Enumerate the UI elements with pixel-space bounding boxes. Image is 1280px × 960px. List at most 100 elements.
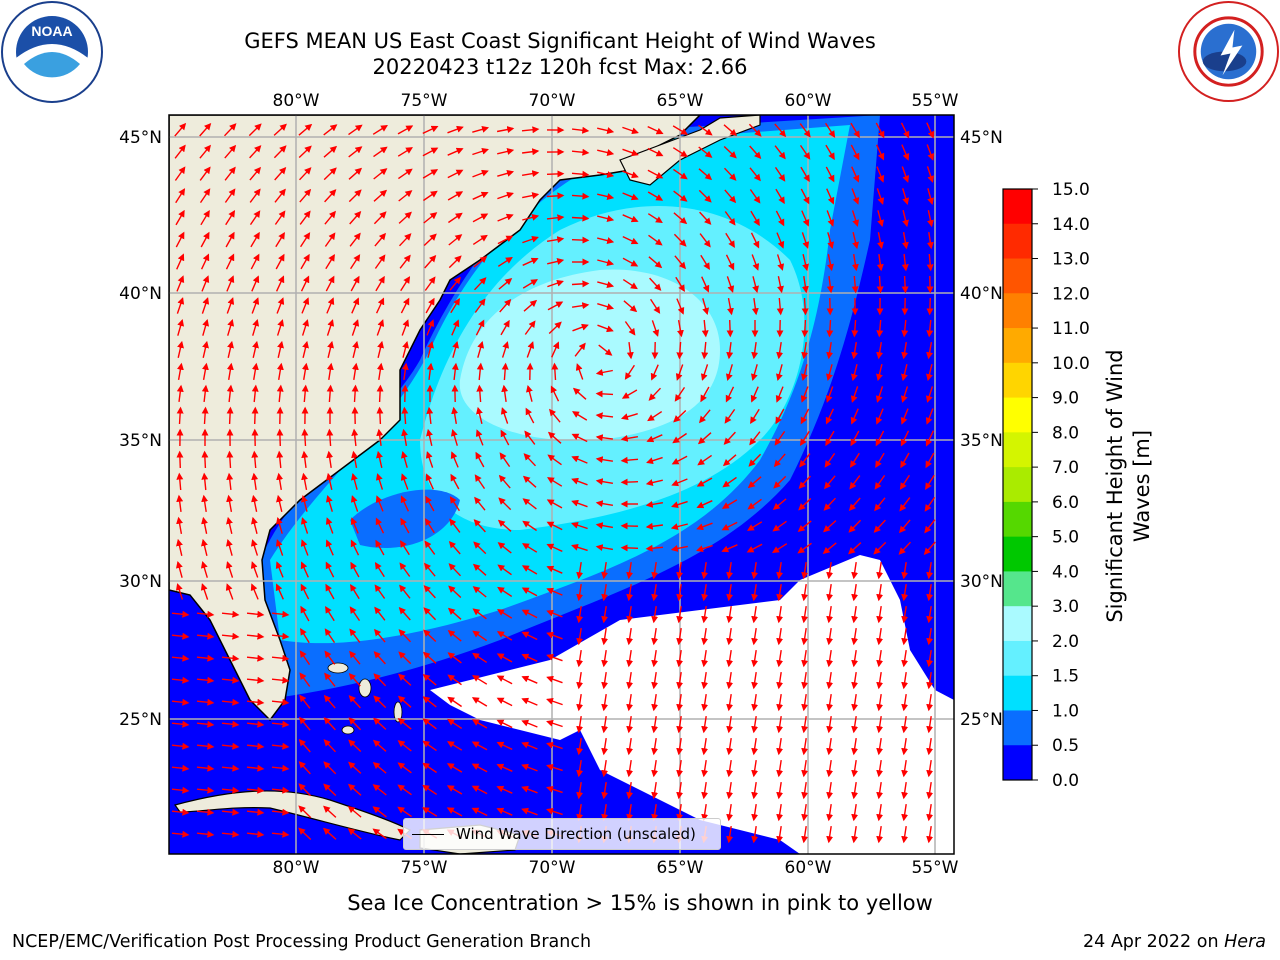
wind-wave-arrow bbox=[676, 605, 684, 624]
wind-wave-arrow bbox=[175, 560, 183, 578]
lon-tick-label-bottom: 75°W bbox=[401, 858, 448, 878]
wind-wave-arrow bbox=[347, 806, 362, 818]
wind-wave-arrow bbox=[447, 696, 462, 708]
wind-wave-arrow bbox=[651, 583, 659, 602]
wind-wave-arrow bbox=[275, 583, 284, 600]
wind-wave-arrow bbox=[647, 191, 664, 201]
wind-wave-arrow bbox=[876, 561, 884, 580]
wind-wave-arrow bbox=[799, 430, 810, 446]
wind-wave-arrow bbox=[522, 475, 537, 488]
wind-wave-arrow bbox=[348, 717, 362, 731]
wind-wave-arrow bbox=[801, 759, 809, 778]
wind-wave-arrow bbox=[326, 428, 334, 447]
wind-wave-arrow bbox=[801, 627, 809, 646]
wind-wave-arrow bbox=[824, 452, 836, 468]
wind-wave-arrow bbox=[902, 210, 909, 228]
wind-wave-arrow bbox=[774, 167, 786, 182]
wind-wave-arrow bbox=[426, 319, 435, 336]
wind-wave-arrow bbox=[571, 214, 590, 222]
wind-wave-arrow bbox=[449, 496, 460, 512]
wind-wave-arrow bbox=[901, 715, 909, 734]
wind-wave-arrow bbox=[801, 583, 809, 602]
wind-wave-arrow bbox=[927, 210, 934, 228]
wind-wave-arrow bbox=[595, 369, 613, 376]
wind-wave-arrow bbox=[325, 583, 335, 600]
wind-wave-arrow bbox=[176, 538, 183, 556]
wind-wave-arrow bbox=[825, 430, 835, 447]
wind-wave-arrow bbox=[201, 472, 209, 491]
wind-wave-arrow bbox=[926, 737, 934, 756]
wind-wave-arrow bbox=[775, 210, 785, 227]
wind-wave-arrow bbox=[201, 538, 208, 556]
wind-wave-arrow bbox=[850, 144, 860, 161]
colorbar-tick-label: 5.0 bbox=[1052, 528, 1079, 548]
wind-wave-arrow bbox=[876, 605, 884, 624]
wind-wave-arrow bbox=[724, 408, 736, 424]
wind-wave-arrow bbox=[171, 676, 190, 684]
land-bahamas bbox=[327, 662, 403, 735]
wind-wave-arrow bbox=[925, 452, 935, 469]
wind-wave-arrow bbox=[373, 168, 388, 180]
wind-wave-arrow bbox=[347, 783, 362, 796]
wind-wave-arrow bbox=[901, 583, 909, 602]
wind-wave-arrow bbox=[622, 192, 639, 201]
wind-wave-arrow bbox=[726, 715, 734, 734]
lat-tick-label-right: 30°N bbox=[960, 572, 1003, 592]
wind-wave-arrow bbox=[645, 522, 663, 530]
wind-wave-arrow bbox=[349, 210, 362, 225]
wind-wave-arrow bbox=[776, 605, 784, 624]
wind-wave-arrow bbox=[350, 517, 359, 534]
wind-wave-arrow bbox=[200, 583, 209, 600]
wind-wave-arrow bbox=[201, 450, 209, 469]
wind-wave-arrow bbox=[374, 232, 386, 247]
wind-wave-arrow bbox=[726, 605, 734, 624]
wind-wave-arrow bbox=[901, 275, 909, 294]
wind-wave-arrow bbox=[676, 781, 684, 800]
map-area[interactable] bbox=[169, 115, 954, 854]
wind-wave-arrow bbox=[372, 828, 387, 840]
wind-wave-arrow bbox=[400, 450, 408, 468]
wind-wave-arrow bbox=[196, 676, 215, 684]
wind-wave-arrow bbox=[271, 830, 290, 838]
wind-wave-arrow bbox=[576, 781, 584, 800]
wind-wave-arrow bbox=[300, 517, 309, 534]
wind-wave-arrow bbox=[925, 474, 935, 490]
wind-wave-arrow bbox=[471, 697, 488, 707]
wind-wave-arrow bbox=[301, 362, 309, 381]
wind-wave-arrow bbox=[723, 124, 738, 137]
nws-logo bbox=[1177, 0, 1280, 103]
wind-wave-arrow bbox=[651, 627, 659, 646]
wind-wave-arrow bbox=[373, 146, 388, 158]
wind-wave-arrow bbox=[826, 781, 834, 800]
wind-wave-arrow bbox=[851, 649, 859, 668]
wind-wave-arrow bbox=[701, 715, 709, 734]
wind-wave-arrow bbox=[851, 781, 859, 800]
wind-wave-arrow bbox=[351, 384, 359, 403]
wind-wave-arrow bbox=[522, 498, 537, 510]
wind-wave-arrow bbox=[375, 495, 384, 512]
wind-wave-arrow bbox=[701, 671, 709, 690]
wind-wave-arrow bbox=[546, 236, 565, 244]
wind-wave-arrow bbox=[801, 275, 809, 294]
wind-wave-arrow bbox=[327, 340, 334, 358]
wind-wave-arrow bbox=[875, 430, 885, 447]
wind-wave-arrow bbox=[851, 737, 859, 756]
colorbar-segment bbox=[1003, 710, 1032, 746]
colorbar-tick-label: 6.0 bbox=[1052, 493, 1079, 513]
wind-wave-arrow bbox=[726, 627, 734, 646]
wind-wave-arrow bbox=[422, 696, 437, 708]
wind-wave-arrow bbox=[876, 737, 884, 756]
wind-wave-arrow bbox=[899, 474, 910, 490]
wind-wave-arrow bbox=[926, 825, 934, 844]
wind-wave-arrow bbox=[601, 781, 609, 800]
wind-wave-arrow bbox=[221, 808, 240, 816]
wind-wave-arrow bbox=[620, 478, 639, 486]
chart-subtitle: 20220423 t12z 120h fcst Max: 2.66 bbox=[372, 55, 748, 79]
colorbar-tick-label: 9.0 bbox=[1052, 389, 1079, 409]
wind-wave-arrow bbox=[401, 406, 409, 425]
wind-wave-arrow bbox=[196, 764, 215, 772]
wind-wave-arrow bbox=[496, 763, 513, 772]
wind-wave-arrow bbox=[398, 651, 412, 665]
wind-wave-arrow bbox=[351, 319, 360, 336]
wind-wave-arrow bbox=[797, 520, 812, 532]
